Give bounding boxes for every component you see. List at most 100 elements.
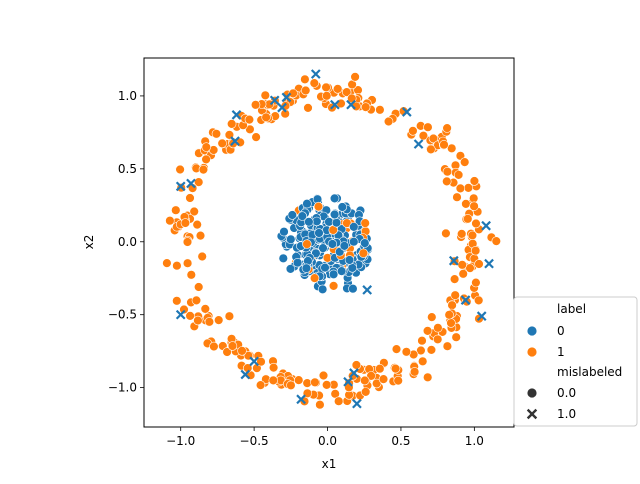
- data-point-label-1: [442, 123, 452, 133]
- data-point-label-1: [469, 176, 480, 186]
- legend-hue-title: label: [557, 302, 586, 316]
- data-point-label-1: [227, 341, 238, 351]
- data-point-label-0: [314, 228, 324, 238]
- data-point-label-1: [309, 273, 320, 283]
- data-point-label-0: [344, 255, 355, 265]
- legend-entry-mislabeled-1: 1.0: [557, 407, 576, 421]
- data-point-label-1: [342, 87, 352, 97]
- x-axis-label: x1: [322, 457, 337, 471]
- data-point-label-1: [185, 193, 195, 203]
- data-point-label-1: [198, 164, 209, 175]
- data-point-label-1: [185, 311, 195, 321]
- mislabeled-point: [346, 99, 356, 110]
- data-point-label-1: [217, 138, 227, 149]
- y-tick-label: 0.5: [118, 162, 137, 176]
- data-point-label-1: [442, 176, 452, 187]
- data-point-label-1: [470, 246, 481, 256]
- data-point-label-1: [268, 375, 278, 386]
- data-point-label-1: [383, 116, 394, 127]
- data-point-label-1: [375, 105, 385, 115]
- data-point-label-1: [209, 341, 219, 352]
- data-point-label-0: [331, 218, 342, 228]
- data-point-label-1: [294, 375, 304, 385]
- mislabeled-point: [413, 139, 424, 149]
- data-point-label-1: [286, 380, 296, 390]
- legend-entry-label-1: 1: [557, 345, 565, 359]
- data-point-label-1: [457, 229, 467, 239]
- data-point-label-1: [194, 282, 204, 292]
- data-point-label-1: [250, 100, 261, 110]
- data-point-label-1: [303, 103, 313, 113]
- data-point-label-0: [348, 284, 358, 294]
- data-point-label-0: [304, 217, 314, 227]
- data-point-label-1: [447, 143, 457, 154]
- data-point-label-0: [278, 253, 288, 263]
- plot-area-frame: [143, 57, 515, 428]
- data-point-label-1: [315, 400, 325, 410]
- data-point-label-1: [251, 132, 261, 142]
- data-point-label-1: [201, 154, 211, 165]
- data-point-label-0: [360, 238, 370, 248]
- data-point-label-0: [302, 199, 312, 209]
- data-point-label-1: [433, 334, 443, 344]
- mislabeled-point: [349, 368, 359, 378]
- mislabeled-point: [330, 99, 340, 110]
- data-point-label-1: [417, 336, 427, 346]
- data-points: [162, 69, 501, 410]
- mislabeled-point: [484, 258, 494, 269]
- y-tick-label: 0.0: [118, 235, 137, 249]
- data-point-label-1: [227, 119, 237, 129]
- data-point-label-1: [310, 377, 320, 387]
- data-point-label-1: [301, 85, 311, 96]
- mislabeled-point: [401, 107, 412, 117]
- data-point-label-1: [442, 341, 453, 351]
- data-point-label-1: [175, 164, 185, 175]
- data-point-label-1: [426, 345, 437, 355]
- data-point-label-0: [318, 243, 328, 253]
- y-tick-label: −0.5: [108, 308, 137, 322]
- data-point-label-1: [245, 124, 255, 135]
- data-point-label-1: [491, 236, 501, 246]
- data-point-label-1: [460, 157, 470, 167]
- data-point-label-0: [301, 263, 312, 273]
- data-point-label-1: [256, 357, 266, 367]
- data-point-label-0: [285, 264, 296, 274]
- data-point-label-1: [457, 260, 467, 270]
- data-point-label-0: [286, 234, 296, 245]
- data-point-label-1: [192, 219, 202, 230]
- mislabeled-point: [476, 311, 487, 322]
- data-point-label-1: [255, 380, 266, 390]
- data-point-label-1: [442, 167, 453, 177]
- data-point-label-1: [172, 296, 182, 306]
- mislabeled-point: [460, 295, 471, 305]
- legend: label 0 1 mislabeled 0.0 1.0: [513, 296, 638, 427]
- data-point-label-1: [469, 201, 479, 211]
- data-point-label-0: [347, 263, 357, 273]
- data-point-label-1: [322, 380, 332, 390]
- data-point-label-1: [372, 378, 382, 389]
- data-point-label-1: [200, 304, 211, 314]
- data-point-label-0: [339, 241, 350, 251]
- data-point-label-1: [426, 144, 436, 155]
- data-point-label-1: [393, 375, 403, 386]
- data-point-label-0: [287, 210, 297, 220]
- data-point-label-1: [409, 367, 420, 377]
- data-point-label-1: [366, 371, 376, 381]
- data-point-label-1: [288, 88, 298, 99]
- data-point-label-1: [182, 237, 193, 247]
- data-point-label-1: [471, 277, 481, 288]
- data-point-label-1: [318, 370, 329, 381]
- data-point-label-1: [471, 218, 481, 229]
- data-point-label-1: [446, 318, 456, 328]
- x-tick-label: 0.0: [318, 434, 337, 448]
- data-point-label-1: [328, 281, 339, 291]
- data-point-label-1: [361, 102, 371, 112]
- data-point-label-1: [452, 192, 462, 202]
- data-point-label-0: [312, 216, 322, 227]
- data-point-label-1: [162, 258, 172, 268]
- legend-style-title: mislabeled: [557, 365, 622, 379]
- data-point-label-1: [427, 312, 437, 322]
- mislabeled-point: [175, 309, 186, 320]
- data-point-label-1: [302, 239, 312, 249]
